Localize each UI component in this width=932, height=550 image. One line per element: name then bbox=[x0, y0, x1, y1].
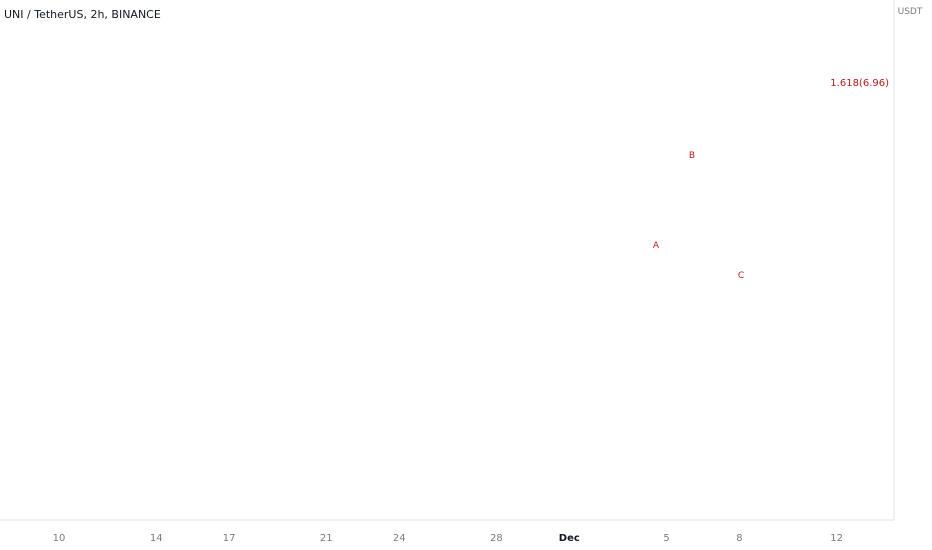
x-tick-label: 8 bbox=[736, 533, 742, 544]
x-tick-label: 28 bbox=[490, 533, 503, 544]
x-tick-label: 21 bbox=[320, 533, 333, 544]
x-tick-label: Dec bbox=[559, 533, 580, 544]
x-tick-label: 17 bbox=[223, 533, 236, 544]
x-tick-label: 5 bbox=[663, 533, 669, 544]
x-tick-label: 10 bbox=[53, 533, 66, 544]
fib-target-label: 1.618(6.96) bbox=[830, 78, 889, 89]
wave-label-c: C bbox=[738, 271, 744, 281]
x-tick-label: 14 bbox=[150, 533, 163, 544]
y-axis[interactable]: USDT7.207.006.806.606.406.226.005.805.60… bbox=[0, 0, 926, 17]
currency-label: USDT bbox=[898, 7, 923, 17]
wave-label-b: B bbox=[689, 151, 695, 161]
x-tick-label: 12 bbox=[830, 533, 843, 544]
wave-label-a: A bbox=[653, 241, 660, 251]
x-tick-label: 24 bbox=[393, 533, 406, 544]
drawings-layer[interactable]: A B C 1.618(6.96) bbox=[0, 0, 889, 281]
x-axis[interactable]: 10 14 17 21 24 28 Dec 5 8 12 bbox=[53, 533, 843, 544]
chart-title: UNI / TetherUS, 2h, BINANCE bbox=[4, 8, 161, 21]
